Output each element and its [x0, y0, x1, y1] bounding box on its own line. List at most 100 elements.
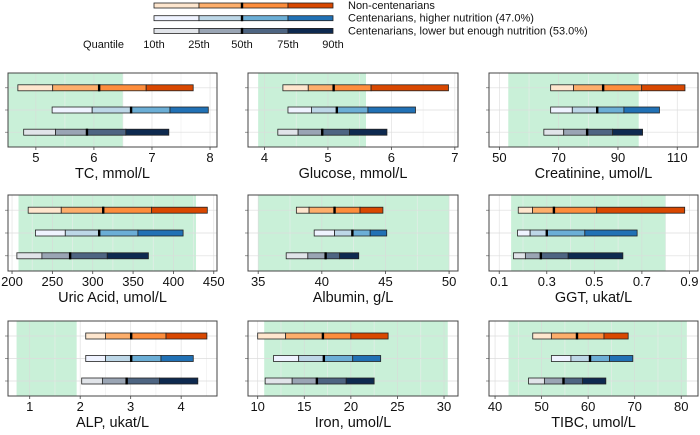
median-marker [333, 206, 336, 214]
quantile-bar-segment [553, 206, 598, 214]
x-tick-label: 200 [1, 274, 23, 289]
quantile-bar-segment [334, 229, 353, 237]
quantile-bar-segment [359, 206, 384, 214]
quantile-tick-label: 25th [188, 39, 209, 51]
legend-swatch-segment [198, 15, 243, 22]
legend-label: Non-centenarians [348, 0, 435, 12]
quantile-bar-segment [86, 128, 127, 136]
x-axis-label: Uric Acid, umol/L [58, 290, 167, 306]
quantile-label: Quantile [83, 39, 124, 51]
x-tick-label: 50 [442, 274, 456, 289]
quantile-bar-segment [282, 84, 309, 92]
quantile-bar-segment [524, 252, 542, 260]
legend-median-marker [240, 15, 244, 22]
quantile-bar-segment [517, 206, 533, 214]
plot-frame [7, 72, 218, 148]
legend-swatch-segment [198, 2, 243, 9]
quantile-bar-segment [41, 252, 71, 260]
x-axis-label: GGT, ukat/L [555, 290, 632, 306]
plot-frame [488, 194, 699, 272]
quantile-bar-segment [273, 355, 300, 362]
quantile-bar-segment [313, 229, 335, 237]
quantile-bar-segment [576, 332, 605, 340]
quantile-bar-segment [596, 206, 686, 214]
quantile-bar-segment [528, 377, 545, 385]
quantile-bar-segment [603, 332, 629, 340]
quantile-bar-segment [52, 84, 100, 92]
median-marker [97, 229, 101, 237]
quantile-bar-segment [641, 84, 686, 92]
quantile-bar-segment [85, 332, 106, 340]
median-marker [321, 128, 324, 136]
quantile-bar-segment [540, 252, 569, 260]
plot-frame [247, 320, 459, 397]
quantile-bar-segment [369, 229, 388, 237]
x-tick-label: 350 [122, 274, 144, 289]
x-tick-label: 45 [378, 274, 392, 289]
quantile-bar-segment [532, 206, 555, 214]
quantile-bar-segment [257, 332, 287, 340]
x-tick-label: 15 [297, 399, 311, 414]
quantile-bar-segment [584, 229, 638, 237]
quantile-bar-segment [563, 377, 583, 385]
median-marker [351, 229, 354, 237]
quantile-bar-segment [567, 252, 624, 260]
quantile-bar-segment [517, 229, 531, 237]
quantile-bar-segment [543, 128, 565, 136]
x-tick-label: 90 [611, 150, 625, 165]
x-tick-label: 80 [674, 399, 688, 414]
quantile-bar-segment [287, 106, 312, 114]
quantile-bar-segment [321, 128, 350, 136]
x-tick-label: 50 [492, 150, 506, 165]
quantile-bar-segment [98, 84, 147, 92]
median-marker [129, 355, 133, 362]
quantile-bar-segment [623, 106, 660, 114]
quantile-bar-segment [106, 252, 149, 260]
quantile-bar-segment [513, 252, 526, 260]
legend-swatch-segment [287, 2, 334, 9]
quantile-bar-segment [137, 229, 184, 237]
median-marker [321, 332, 325, 340]
median-marker [129, 106, 133, 114]
quantile-bar-segment [17, 84, 54, 92]
legend-swatch-segment [153, 27, 200, 34]
quantile-bar-segment [322, 332, 352, 340]
x-tick-label: 5 [32, 150, 39, 165]
quantile-bar-segment [105, 332, 132, 340]
quantile-bar-segment [543, 377, 564, 385]
x-tick-label: 1 [26, 399, 33, 414]
x-axis-label: Iron, umol/L [315, 415, 392, 430]
quantile-bar-segment [550, 332, 578, 340]
quantile-bar-segment [55, 128, 88, 136]
x-tick-label: 3 [127, 399, 134, 414]
legend-swatch-segment [241, 27, 289, 34]
x-tick-label: 400 [163, 274, 185, 289]
quantile-bar-segment [35, 229, 66, 237]
legend-label: Centenarians, lower but enough nutrition… [348, 25, 588, 37]
x-tick-label: 30 [437, 399, 451, 414]
quantile-bar-segment [291, 377, 318, 385]
x-axis-label: TIBC, umol/L [551, 415, 636, 430]
x-tick-label: 6 [388, 150, 395, 165]
legend-swatch-segment [241, 15, 289, 22]
quantile-bar-segment [351, 229, 371, 237]
quantile-bar-segment [130, 106, 171, 114]
median-marker [562, 377, 565, 385]
median-marker [68, 252, 72, 260]
quantile-bar-segment [81, 377, 103, 385]
x-tick-label: 4 [178, 399, 185, 414]
x-tick-label: 7 [148, 150, 155, 165]
quantile-bar-segment [160, 355, 194, 362]
quantile-bar-segment [277, 128, 299, 136]
quantile-bar-segment [102, 377, 128, 385]
x-tick-label: 70 [627, 399, 641, 414]
quantile-bar-segment [367, 106, 416, 114]
quantile-bar-segment [345, 377, 375, 385]
x-tick-label: 25 [390, 399, 404, 414]
legend-label: Centenarians, higher nutrition (47.0%) [348, 13, 534, 25]
quantile-bar-segment [69, 252, 108, 260]
quantile-bar-segment [130, 332, 167, 340]
quantile-bar-segment [602, 84, 643, 92]
quantile-bar-segment [285, 252, 309, 260]
